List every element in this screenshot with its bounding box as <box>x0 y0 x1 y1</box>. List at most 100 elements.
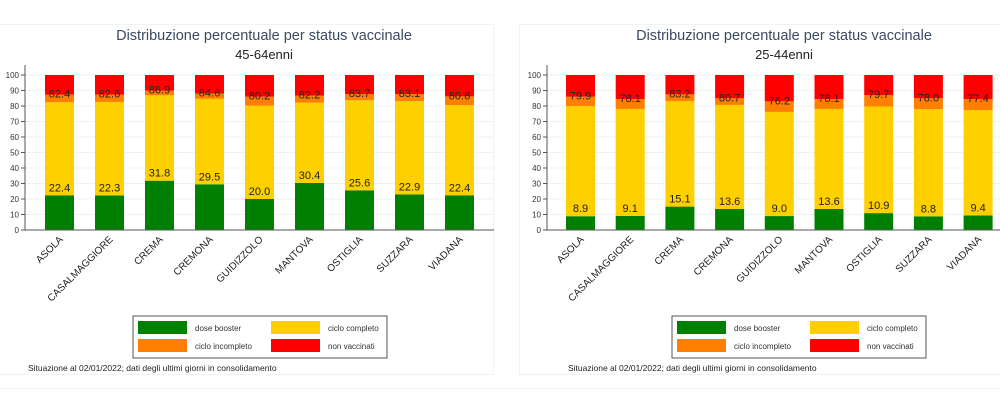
bar-dose-booster <box>295 182 324 230</box>
y-tick-label: 60 <box>10 133 19 142</box>
bar-ciclo-incompleto <box>395 94 424 102</box>
legend-swatch-ciclo-completo <box>810 321 859 334</box>
x-category-label: VIADANA <box>945 234 984 273</box>
legend-swatch-ciclo-incompleto <box>677 339 726 352</box>
bar-ciclo-incompleto <box>445 96 474 106</box>
bar-ciclo-incompleto <box>195 93 224 99</box>
data-label-booster: 9.1 <box>623 203 638 215</box>
x-category-label: GUIDIZZOLO <box>215 234 266 285</box>
bar-ciclo-completo <box>913 109 943 217</box>
y-tick-label: 70 <box>10 118 19 127</box>
data-label-booster: 10.9 <box>868 200 889 212</box>
bar-ciclo-completo <box>615 108 645 216</box>
bar-ciclo-incompleto <box>145 90 174 96</box>
data-label-booster: 22.4 <box>449 182 470 194</box>
data-label-completo: 79.9 <box>570 91 591 103</box>
legend-swatch-dose-booster <box>138 321 187 334</box>
y-tick-label: 10 <box>10 211 19 220</box>
bar-dose-booster <box>95 195 124 230</box>
y-tick-label: 50 <box>532 149 541 158</box>
y-tick-label: 20 <box>10 195 19 204</box>
y-tick-label: 20 <box>532 195 541 204</box>
bar-dose-booster <box>615 215 645 230</box>
legend-label: non vaccinati <box>867 342 914 351</box>
data-label-completo: 86.9 <box>149 85 170 97</box>
x-category-label: OSTIGLIA <box>325 234 366 275</box>
data-label-booster: 13.6 <box>818 196 839 208</box>
data-label-completo: 82.2 <box>299 90 320 102</box>
bar-ciclo-incompleto <box>665 94 695 102</box>
data-label-completo: 78.1 <box>818 93 839 105</box>
bar-dose-booster <box>345 190 374 230</box>
data-label-completo: 83.2 <box>669 88 690 100</box>
legend-label: ciclo completo <box>328 324 379 333</box>
chart-title: Distribuzione percentuale per status vac… <box>636 28 932 44</box>
bar-dose-booster <box>45 195 74 230</box>
bar-dose-booster <box>195 184 224 230</box>
bar-ciclo-completo <box>45 102 74 196</box>
bar-ciclo-incompleto <box>45 94 74 103</box>
bar-ciclo-incompleto <box>715 98 745 105</box>
bar-ciclo-incompleto <box>615 99 645 109</box>
bar-ciclo-incompleto <box>764 101 794 112</box>
bar-dose-booster <box>245 199 274 230</box>
legend-label: ciclo incompleto <box>734 342 791 351</box>
bar-non-vaccinati <box>445 75 474 97</box>
data-label-completo: 77.4 <box>967 93 988 105</box>
x-category-label: SUZZARA <box>894 234 935 275</box>
legend-swatch-ciclo-completo <box>271 321 320 334</box>
legend-label: ciclo incompleto <box>195 342 252 351</box>
bar-dose-booster <box>145 180 174 230</box>
data-label-booster: 22.4 <box>49 182 70 194</box>
x-category-label: VIADANA <box>427 234 466 273</box>
legend-label: ciclo completo <box>867 324 918 333</box>
data-label-completo: 83.7 <box>349 88 370 100</box>
bar-ciclo-completo <box>245 105 274 199</box>
bar-non-vaccinati <box>715 75 745 99</box>
bar-ciclo-completo <box>345 100 374 191</box>
legend-swatch-dose-booster <box>677 321 726 334</box>
bar-ciclo-completo <box>566 106 595 217</box>
y-tick-label: 40 <box>10 164 19 173</box>
bar-dose-booster <box>395 194 424 230</box>
bar-ciclo-incompleto <box>963 99 993 111</box>
x-category-label: CREMA <box>653 234 687 268</box>
bar-ciclo-completo <box>764 111 794 217</box>
bar-ciclo-completo <box>715 104 745 209</box>
y-tick-label: 10 <box>532 211 541 220</box>
bar-dose-booster <box>715 208 745 230</box>
bar-ciclo-completo <box>665 101 695 207</box>
bar-ciclo-incompleto <box>245 96 274 106</box>
data-label-booster: 15.1 <box>669 194 690 206</box>
bar-non-vaccinati <box>913 75 943 99</box>
data-label-booster: 22.3 <box>99 182 120 194</box>
data-label-booster: 22.9 <box>399 182 420 194</box>
bar-ciclo-completo <box>295 102 324 183</box>
data-label-completo: 80.7 <box>719 92 740 104</box>
data-label-booster: 20.0 <box>249 186 270 198</box>
chart-panel-25-44: Distribuzione percentuale per status vac… <box>519 24 1000 375</box>
data-label-completo: 78.1 <box>619 93 640 105</box>
x-category-label: OSTIGLIA <box>844 234 885 275</box>
bar-non-vaccinati <box>615 75 645 100</box>
data-label-booster: 30.4 <box>299 170 320 182</box>
x-category-label: GUIDIZZOLO <box>734 234 785 285</box>
x-category-label: ASOLA <box>555 234 587 266</box>
page-divider <box>0 388 1000 389</box>
data-label-completo: 82.6 <box>99 89 120 101</box>
bar-ciclo-incompleto <box>814 99 844 109</box>
data-label-booster: 8.8 <box>921 203 936 215</box>
x-category-label: MANTOVA <box>274 234 316 276</box>
y-tick-label: 100 <box>528 71 542 80</box>
bar-ciclo-incompleto <box>864 95 894 107</box>
data-label-booster: 29.5 <box>199 171 220 183</box>
bar-non-vaccinati <box>295 75 324 96</box>
y-tick-label: 90 <box>10 87 19 96</box>
data-label-booster: 25.6 <box>349 177 370 189</box>
bar-non-vaccinati <box>345 75 374 95</box>
bar-ciclo-completo <box>445 105 474 196</box>
bar-non-vaccinati <box>245 75 274 97</box>
chart-subtitle: 45-64enni <box>235 47 293 62</box>
data-label-completo: 82.4 <box>49 89 70 101</box>
y-tick-label: 50 <box>10 149 19 158</box>
